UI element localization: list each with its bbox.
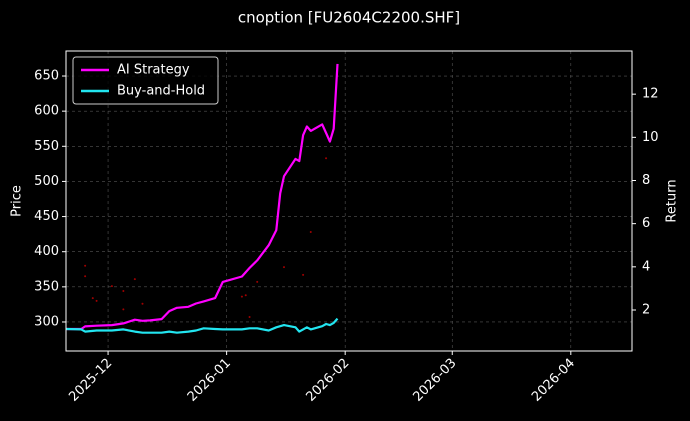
price-dot bbox=[302, 273, 305, 276]
price-dot bbox=[122, 290, 125, 293]
legend-box bbox=[72, 56, 219, 105]
y-tick-label: 500 bbox=[34, 174, 59, 189]
y-tick-label: 550 bbox=[34, 139, 59, 154]
price-dot bbox=[141, 302, 144, 305]
price-dot bbox=[84, 275, 87, 278]
price-dot bbox=[91, 297, 94, 300]
y-tick-label: 450 bbox=[34, 209, 59, 224]
price-dot bbox=[244, 294, 247, 297]
y2-tick-label: 12 bbox=[642, 87, 659, 102]
y-tick-label: 400 bbox=[34, 244, 59, 259]
y2-tick-label: 10 bbox=[642, 130, 659, 145]
price-dot bbox=[240, 295, 243, 298]
series-line bbox=[65, 317, 339, 334]
plot-frame bbox=[65, 50, 633, 352]
price-dot bbox=[95, 299, 98, 302]
legend-label: AI Strategy bbox=[117, 63, 190, 78]
y2-tick-label: 2 bbox=[642, 302, 650, 317]
price-dot bbox=[122, 308, 125, 311]
y2-tick-label: 8 bbox=[642, 173, 650, 188]
y-tick-label: 300 bbox=[34, 314, 59, 329]
y-tick-label: 350 bbox=[34, 279, 59, 294]
x-tick-label: 2026-01 bbox=[185, 356, 234, 405]
legend-label: Buy-and-Hold bbox=[117, 84, 205, 99]
y-tick-label: 600 bbox=[34, 104, 59, 119]
price-dot bbox=[282, 266, 285, 269]
price-dot bbox=[309, 231, 312, 234]
y2-tick-label: 6 bbox=[642, 216, 650, 231]
x-tick-label: 2026-02 bbox=[303, 356, 352, 405]
price-dot bbox=[84, 264, 87, 267]
y-tick-label: 650 bbox=[34, 69, 59, 84]
y-axis-label: Price bbox=[10, 185, 25, 217]
y2-axis-label: Return bbox=[665, 179, 680, 222]
x-tick-label: 2026-03 bbox=[411, 356, 460, 405]
x-tick-label: 2026-04 bbox=[529, 356, 578, 405]
chart-title: cnoption [FU2604C2200.SHF] bbox=[238, 9, 460, 27]
y2-tick-label: 4 bbox=[642, 259, 650, 274]
legend: AI Strategy Buy-and-Hold bbox=[72, 56, 219, 105]
price-dot bbox=[248, 316, 251, 319]
price-dot bbox=[256, 280, 259, 283]
price-dot bbox=[325, 157, 328, 160]
series-line bbox=[66, 63, 339, 331]
price-dot bbox=[110, 285, 113, 288]
price-dot bbox=[133, 278, 136, 281]
x-tick-label: 2025-12 bbox=[66, 356, 115, 405]
